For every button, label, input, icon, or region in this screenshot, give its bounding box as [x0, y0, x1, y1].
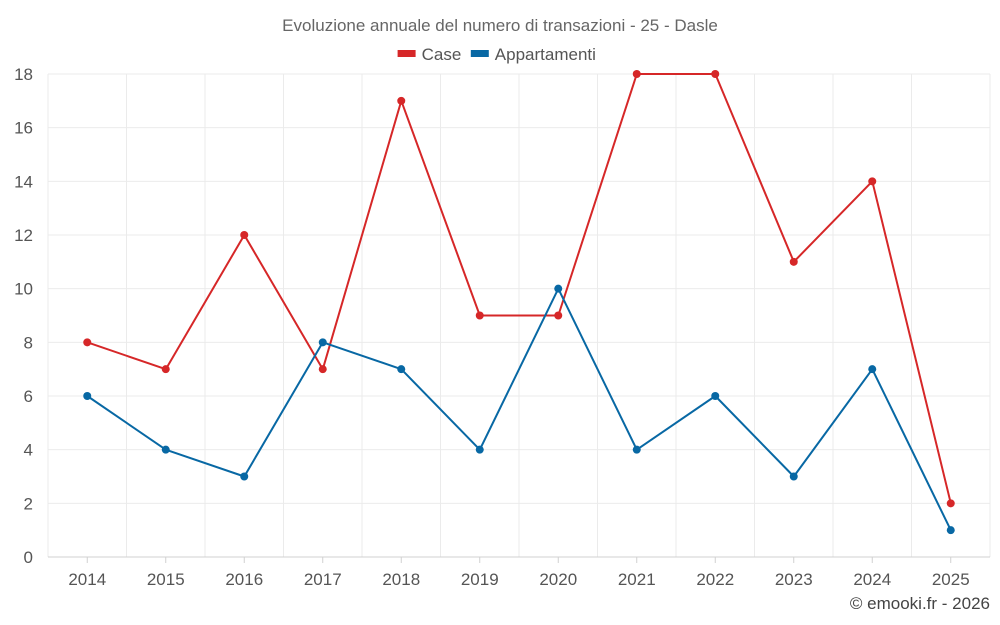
data-point-appartamenti	[318, 338, 327, 347]
data-point-case	[711, 70, 720, 78]
data-point-appartamenti	[868, 365, 877, 374]
legend-swatch-case	[397, 50, 416, 57]
legend-label-appartamenti: Appartamenti	[495, 45, 596, 64]
y-tick-label: 2	[24, 494, 33, 513]
legend-label-case: Case	[422, 45, 462, 64]
y-tick-label: 16	[14, 119, 33, 138]
x-tick-label: 2015	[147, 570, 185, 589]
data-point-case	[475, 311, 484, 320]
data-point-appartamenti	[161, 445, 170, 454]
y-tick-label: 14	[14, 172, 33, 191]
legend: Case Appartamenti	[397, 45, 596, 64]
data-point-appartamenti	[240, 472, 249, 481]
data-point-appartamenti	[789, 472, 798, 481]
data-point-appartamenti	[711, 392, 720, 400]
y-tick-label: 0	[24, 548, 33, 567]
axes: 0 2 4 6 8 10 12 14 16 18 2014 2015 2016 2017 2018 2019 2…	[14, 65, 990, 589]
data-point-appartamenti	[475, 445, 484, 454]
data-point-appartamenti	[397, 365, 406, 374]
credit-text: © emooki.fr - 2026	[850, 594, 990, 613]
data-point-case	[397, 96, 406, 105]
data-point-case	[83, 338, 92, 347]
x-tick-label: 2025	[932, 570, 970, 589]
series-line-appartamenti	[86, 287, 952, 531]
legend-swatch-appartamenti	[470, 50, 489, 57]
x-tick-label: 2014	[68, 570, 106, 589]
chart-title: Evoluzione annuale del numero di transaz…	[282, 16, 718, 35]
x-tick-label: 2019	[461, 570, 499, 589]
x-tick-label: 2021	[618, 570, 656, 589]
data-point-case	[868, 177, 877, 186]
data-point-appartamenti	[632, 445, 641, 454]
data-point-case	[554, 311, 563, 320]
data-point-appartamenti	[554, 284, 563, 293]
x-tick-label: 2022	[696, 570, 734, 589]
y-tick-label: 8	[24, 333, 33, 352]
data-point-appartamenti	[946, 526, 955, 535]
x-tick-label: 2016	[225, 570, 263, 589]
data-point-case	[946, 499, 955, 508]
x-tick-label: 2020	[539, 570, 577, 589]
data-point-case	[632, 70, 641, 78]
series-line-case	[86, 73, 952, 504]
data-point-case	[318, 365, 327, 374]
y-tick-label: 12	[14, 226, 33, 245]
data-point-case	[240, 231, 249, 239]
x-tick-label: 2018	[382, 570, 420, 589]
grid	[47, 73, 991, 557]
data-point-appartamenti	[83, 392, 92, 400]
data-point-case	[161, 365, 170, 374]
x-tick-label: 2017	[304, 570, 342, 589]
y-tick-label: 6	[24, 387, 33, 406]
data-point-case	[789, 257, 798, 266]
x-tick-label: 2024	[853, 570, 891, 589]
y-tick-label: 18	[14, 65, 33, 84]
x-tick-label: 2023	[775, 570, 813, 589]
y-tick-label: 10	[14, 280, 33, 299]
y-tick-label: 4	[24, 441, 33, 460]
series-group	[83, 70, 955, 535]
